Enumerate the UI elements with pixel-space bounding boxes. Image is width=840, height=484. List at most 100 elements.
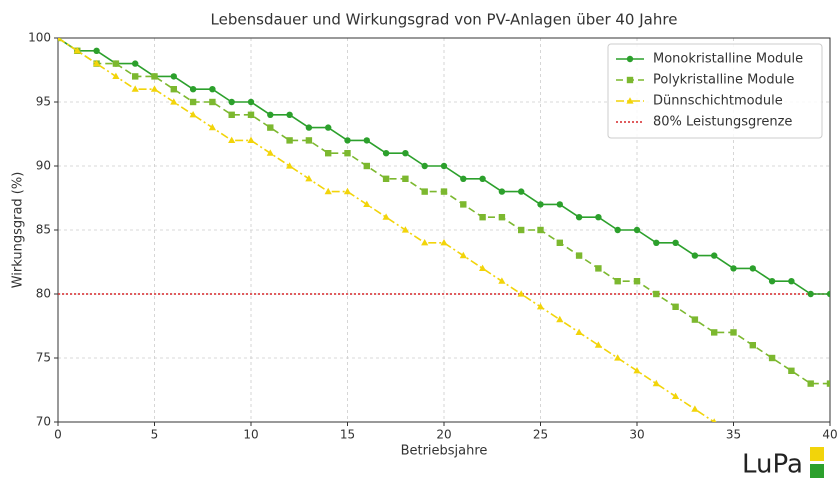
- marker: [826, 380, 830, 387]
- marker: [325, 150, 332, 157]
- marker: [479, 264, 487, 271]
- x-tick-label: 35: [726, 428, 741, 442]
- logo-square: [810, 447, 824, 461]
- marker: [626, 76, 634, 84]
- marker: [479, 214, 486, 221]
- marker: [112, 72, 120, 79]
- x-tick-label: 0: [54, 428, 62, 442]
- marker: [479, 175, 486, 182]
- marker: [788, 278, 795, 285]
- marker: [324, 187, 332, 195]
- marker: [595, 214, 602, 221]
- marker: [594, 341, 602, 348]
- marker: [228, 136, 236, 143]
- marker: [247, 98, 255, 106]
- marker: [363, 200, 371, 207]
- marker: [691, 252, 699, 259]
- marker: [189, 86, 197, 93]
- marker: [209, 86, 216, 93]
- legend-label: Dünnschichtmodule: [653, 94, 783, 109]
- marker: [626, 97, 634, 104]
- marker: [131, 85, 139, 92]
- marker: [537, 201, 544, 208]
- marker: [189, 111, 197, 118]
- marker: [633, 367, 641, 374]
- marker: [93, 59, 101, 67]
- legend-label: Monokristalline Module: [653, 52, 803, 67]
- marker: [537, 226, 544, 234]
- x-tick-label: 20: [436, 428, 451, 442]
- marker: [132, 60, 139, 67]
- marker: [614, 226, 621, 234]
- marker: [768, 278, 776, 285]
- marker: [208, 123, 216, 131]
- marker: [325, 124, 332, 131]
- series-line: [58, 38, 715, 422]
- marker: [382, 213, 390, 220]
- marker: [247, 136, 255, 143]
- marker: [363, 137, 370, 144]
- marker: [73, 47, 81, 54]
- marker: [711, 329, 718, 336]
- marker: [826, 290, 830, 298]
- marker: [228, 111, 235, 118]
- marker: [498, 277, 506, 284]
- marker: [595, 265, 602, 272]
- marker: [459, 251, 467, 259]
- marker: [363, 162, 370, 170]
- y-tick-label: 100: [28, 31, 51, 45]
- marker: [749, 342, 756, 349]
- logo: LuPa: [742, 447, 824, 480]
- marker: [402, 175, 409, 182]
- marker: [536, 303, 545, 310]
- marker: [517, 290, 525, 297]
- marker: [614, 354, 622, 361]
- marker: [498, 188, 506, 195]
- marker: [170, 98, 178, 105]
- y-tick-label: 80: [36, 287, 51, 301]
- marker: [343, 187, 352, 195]
- marker: [170, 73, 177, 80]
- y-tick-label: 95: [36, 95, 51, 109]
- marker: [575, 252, 583, 259]
- marker: [305, 124, 313, 131]
- x-tick-label: 10: [243, 428, 258, 442]
- marker: [150, 85, 159, 92]
- marker: [421, 162, 428, 170]
- marker: [402, 150, 409, 157]
- marker: [556, 201, 563, 208]
- marker: [151, 73, 158, 80]
- marker: [266, 149, 274, 156]
- marker: [575, 328, 583, 335]
- chart-title: Lebensdauer und Wirkungsgrad von PV-Anla…: [211, 11, 678, 29]
- marker: [749, 265, 756, 272]
- marker: [626, 55, 634, 63]
- y-tick-label: 85: [36, 223, 51, 237]
- x-axis-label: Betriebsjahre: [401, 444, 488, 459]
- marker: [712, 418, 717, 422]
- marker: [518, 188, 525, 195]
- legend-label: Polykristalline Module: [653, 73, 794, 88]
- marker: [807, 290, 814, 298]
- marker: [305, 137, 313, 144]
- legend: Monokristalline Module Polykristalline Mo…: [607, 43, 823, 139]
- marker: [440, 162, 448, 170]
- logo-square: [810, 464, 824, 478]
- marker: [556, 315, 564, 323]
- marker: [730, 329, 737, 336]
- marker: [711, 252, 718, 259]
- marker: [460, 201, 467, 208]
- marker: [132, 73, 139, 80]
- y-tick-label: 70: [36, 415, 51, 429]
- marker: [691, 405, 699, 412]
- marker: [768, 354, 776, 362]
- marker: [286, 137, 293, 144]
- marker: [382, 175, 390, 182]
- marker: [633, 278, 641, 285]
- marker: [401, 226, 409, 233]
- marker: [691, 316, 699, 323]
- legend-label: 80% Leistungsgrenze: [653, 115, 792, 130]
- marker: [247, 111, 255, 118]
- legend-box: [607, 43, 823, 139]
